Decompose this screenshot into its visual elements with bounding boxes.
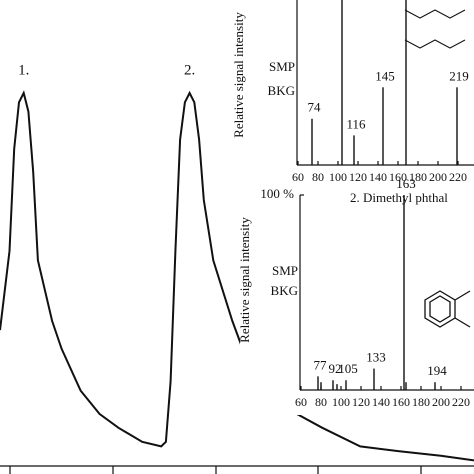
x-tick-label: 220 [449, 170, 467, 184]
peak-label: 77 [314, 357, 328, 372]
peak-label: 116 [346, 116, 366, 131]
peak-label: 105 [338, 361, 358, 376]
peak-label: 133 [366, 350, 386, 365]
peak-label: 1. [18, 62, 29, 78]
trace-label: BKG [271, 283, 298, 298]
y-axis-label: Relative signal intensity [231, 12, 246, 138]
peak-label: 163 [396, 176, 416, 191]
peak-label: 145 [375, 68, 395, 83]
trace-label: SMP [269, 59, 295, 74]
inset-background [237, 0, 474, 190]
peak-label: 219 [449, 68, 469, 83]
x-tick-label: 100 [329, 170, 347, 184]
x-tick-label: 140 [369, 170, 387, 184]
structure-2 [424, 290, 471, 328]
x-tick-label: 160 [389, 170, 407, 184]
trace-label: SMP [272, 263, 298, 278]
x-tick-label: 200 [432, 395, 450, 409]
structure-1 [404, 9, 466, 49]
x-tick-label: 140 [372, 395, 390, 409]
peak-label: 2. [184, 62, 195, 78]
x-tick-label: 160 [392, 395, 410, 409]
x-tick-label: 200 [429, 170, 447, 184]
x-tick-label: 180 [412, 395, 430, 409]
inset-background [240, 183, 474, 415]
peak-label: 194 [427, 363, 447, 378]
trace-label: BKG [268, 83, 295, 98]
x-tick-label: 120 [349, 170, 367, 184]
y-axis-label: Relative signal intensity [237, 217, 252, 343]
peak-label: 74 [308, 100, 322, 115]
x-tick-label: 80 [312, 170, 324, 184]
x-tick-label: 100 [332, 395, 350, 409]
x-tick-label: 120 [352, 395, 370, 409]
x-tick-label: 180 [409, 170, 427, 184]
x-tick-label: 60 [295, 395, 307, 409]
x-tick-label: 80 [315, 395, 327, 409]
y-tick-label: 100 % [260, 186, 294, 201]
inset-title: 2. Dimethyl phthal [350, 190, 448, 205]
x-tick-label: 220 [452, 395, 470, 409]
x-tick-label: 60 [292, 170, 304, 184]
peak-label: 92 [329, 361, 342, 376]
